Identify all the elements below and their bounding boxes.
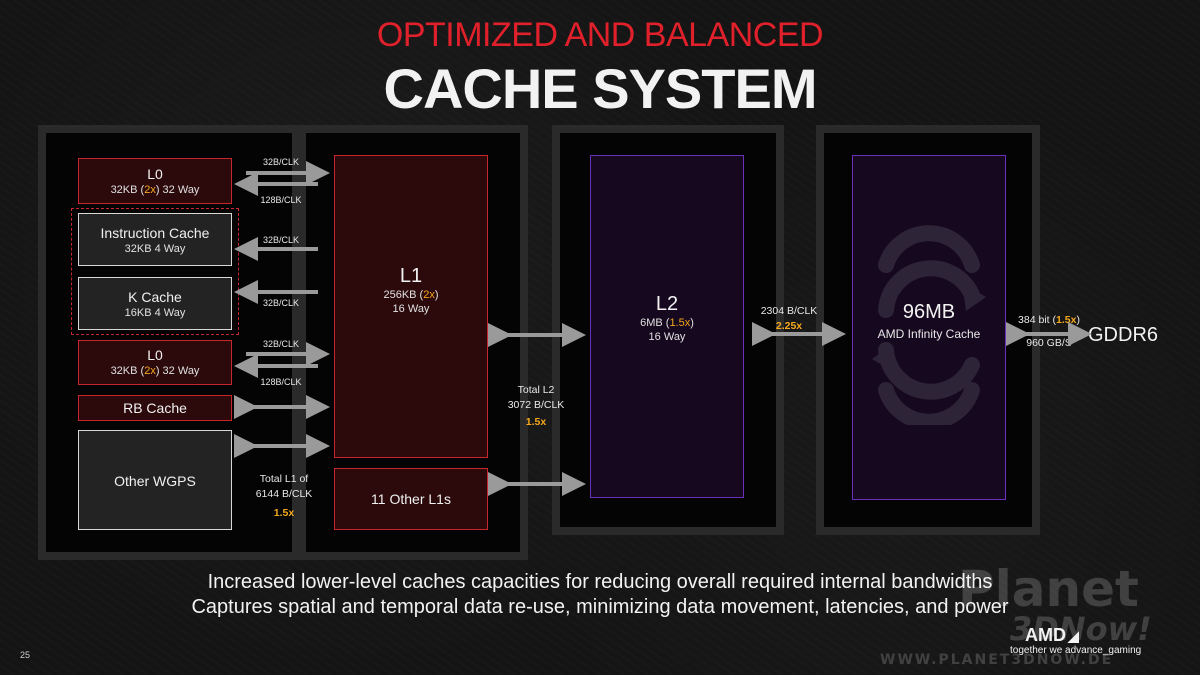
l1-ways: 16 Way bbox=[392, 303, 430, 315]
watermark-3dnow: 3DNow! bbox=[1010, 610, 1152, 648]
other-l1s: 11 Other L1s bbox=[334, 468, 488, 530]
other-wgps: Other WGPS bbox=[78, 430, 232, 530]
instruction-cache-label: Instruction Cache bbox=[100, 225, 210, 241]
instruction-cache-detail: 32KB 4 Way bbox=[124, 243, 186, 255]
l0-top-label: L0 bbox=[147, 166, 163, 182]
footer-line-1: Increased lower-level caches capacities … bbox=[207, 571, 993, 593]
slide-title: CACHE SYSTEM bbox=[383, 57, 818, 120]
shared-cache-group bbox=[71, 208, 239, 335]
bw-l0-bottom-down: 128B/CLK bbox=[260, 377, 302, 387]
infinity-cache-label: AMD Infinity Cache bbox=[877, 327, 981, 341]
slide-subtitle: OPTIMIZED AND BALANCED bbox=[376, 16, 824, 54]
k-cache-detail: 16KB 4 Way bbox=[124, 307, 186, 319]
amd-tagline: together we advance_gaming bbox=[1010, 645, 1142, 656]
infinity-cache-size: 96MB bbox=[902, 301, 956, 323]
instruction-cache: Instruction Cache 32KB 4 Way bbox=[78, 213, 232, 266]
bw-icache: 32B/CLK bbox=[262, 235, 300, 245]
total-l1-bandwidth: Total L1 of 6144 B/CLK 1.5x bbox=[255, 473, 313, 519]
l2-size: 6MB (1.5x) bbox=[640, 317, 694, 329]
l0-bottom-label: L0 bbox=[147, 347, 163, 363]
bw-l0-bottom-up: 32B/CLK bbox=[262, 339, 300, 349]
infinity-cache-icon bbox=[872, 225, 986, 425]
gddr6-label: GDDR6 bbox=[1088, 324, 1159, 346]
l2-cache: L2 6MB (1.5x) 16 Way bbox=[590, 155, 744, 498]
rb-cache: RB Cache bbox=[78, 395, 232, 421]
other-l1s-label: 11 Other L1s bbox=[371, 491, 451, 507]
other-wgps-label: Other WGPS bbox=[114, 473, 196, 489]
l0-top-detail: 32KB (2x) 32 Way bbox=[110, 184, 200, 196]
k-cache-label: K Cache bbox=[128, 289, 182, 305]
l1-cache: L1 256KB (2x) 16 Way bbox=[334, 155, 488, 458]
infinity-cache-text: 96MB AMD Infinity Cache bbox=[852, 300, 1006, 341]
l1-label: L1 bbox=[399, 265, 423, 287]
k-cache: K Cache 16KB 4 Way bbox=[78, 277, 232, 330]
l0-cache-bottom: L0 32KB (2x) 32 Way bbox=[78, 340, 232, 385]
total-l2-bandwidth: Total L2 3072 B/CLK 1.5x bbox=[507, 384, 565, 428]
amd-logo: AMD ◢ bbox=[1025, 625, 1079, 645]
footer-line-2: Captures spatial and temporal data re-us… bbox=[191, 596, 1009, 618]
watermark-url: WWW.PLANET3DNOW.DE bbox=[880, 652, 1114, 668]
page-number: 25 bbox=[20, 650, 31, 660]
bw-l0-top-down: 128B/CLK bbox=[260, 195, 302, 205]
l1-size: 256KB (2x) bbox=[383, 289, 439, 301]
watermark-planet: Planet bbox=[958, 560, 1139, 618]
rb-cache-label: RB Cache bbox=[123, 400, 187, 416]
bw-l0-top-up: 32B/CLK bbox=[262, 157, 300, 167]
l2-ways: 16 Way bbox=[648, 331, 686, 343]
infinity-cache bbox=[852, 155, 1006, 500]
l0-cache-top: L0 32KB (2x) 32 Way bbox=[78, 158, 232, 204]
l2-label: L2 bbox=[655, 293, 679, 315]
l0-bottom-detail: 32KB (2x) 32 Way bbox=[110, 365, 200, 377]
bw-kcache: 32B/CLK bbox=[262, 298, 300, 308]
